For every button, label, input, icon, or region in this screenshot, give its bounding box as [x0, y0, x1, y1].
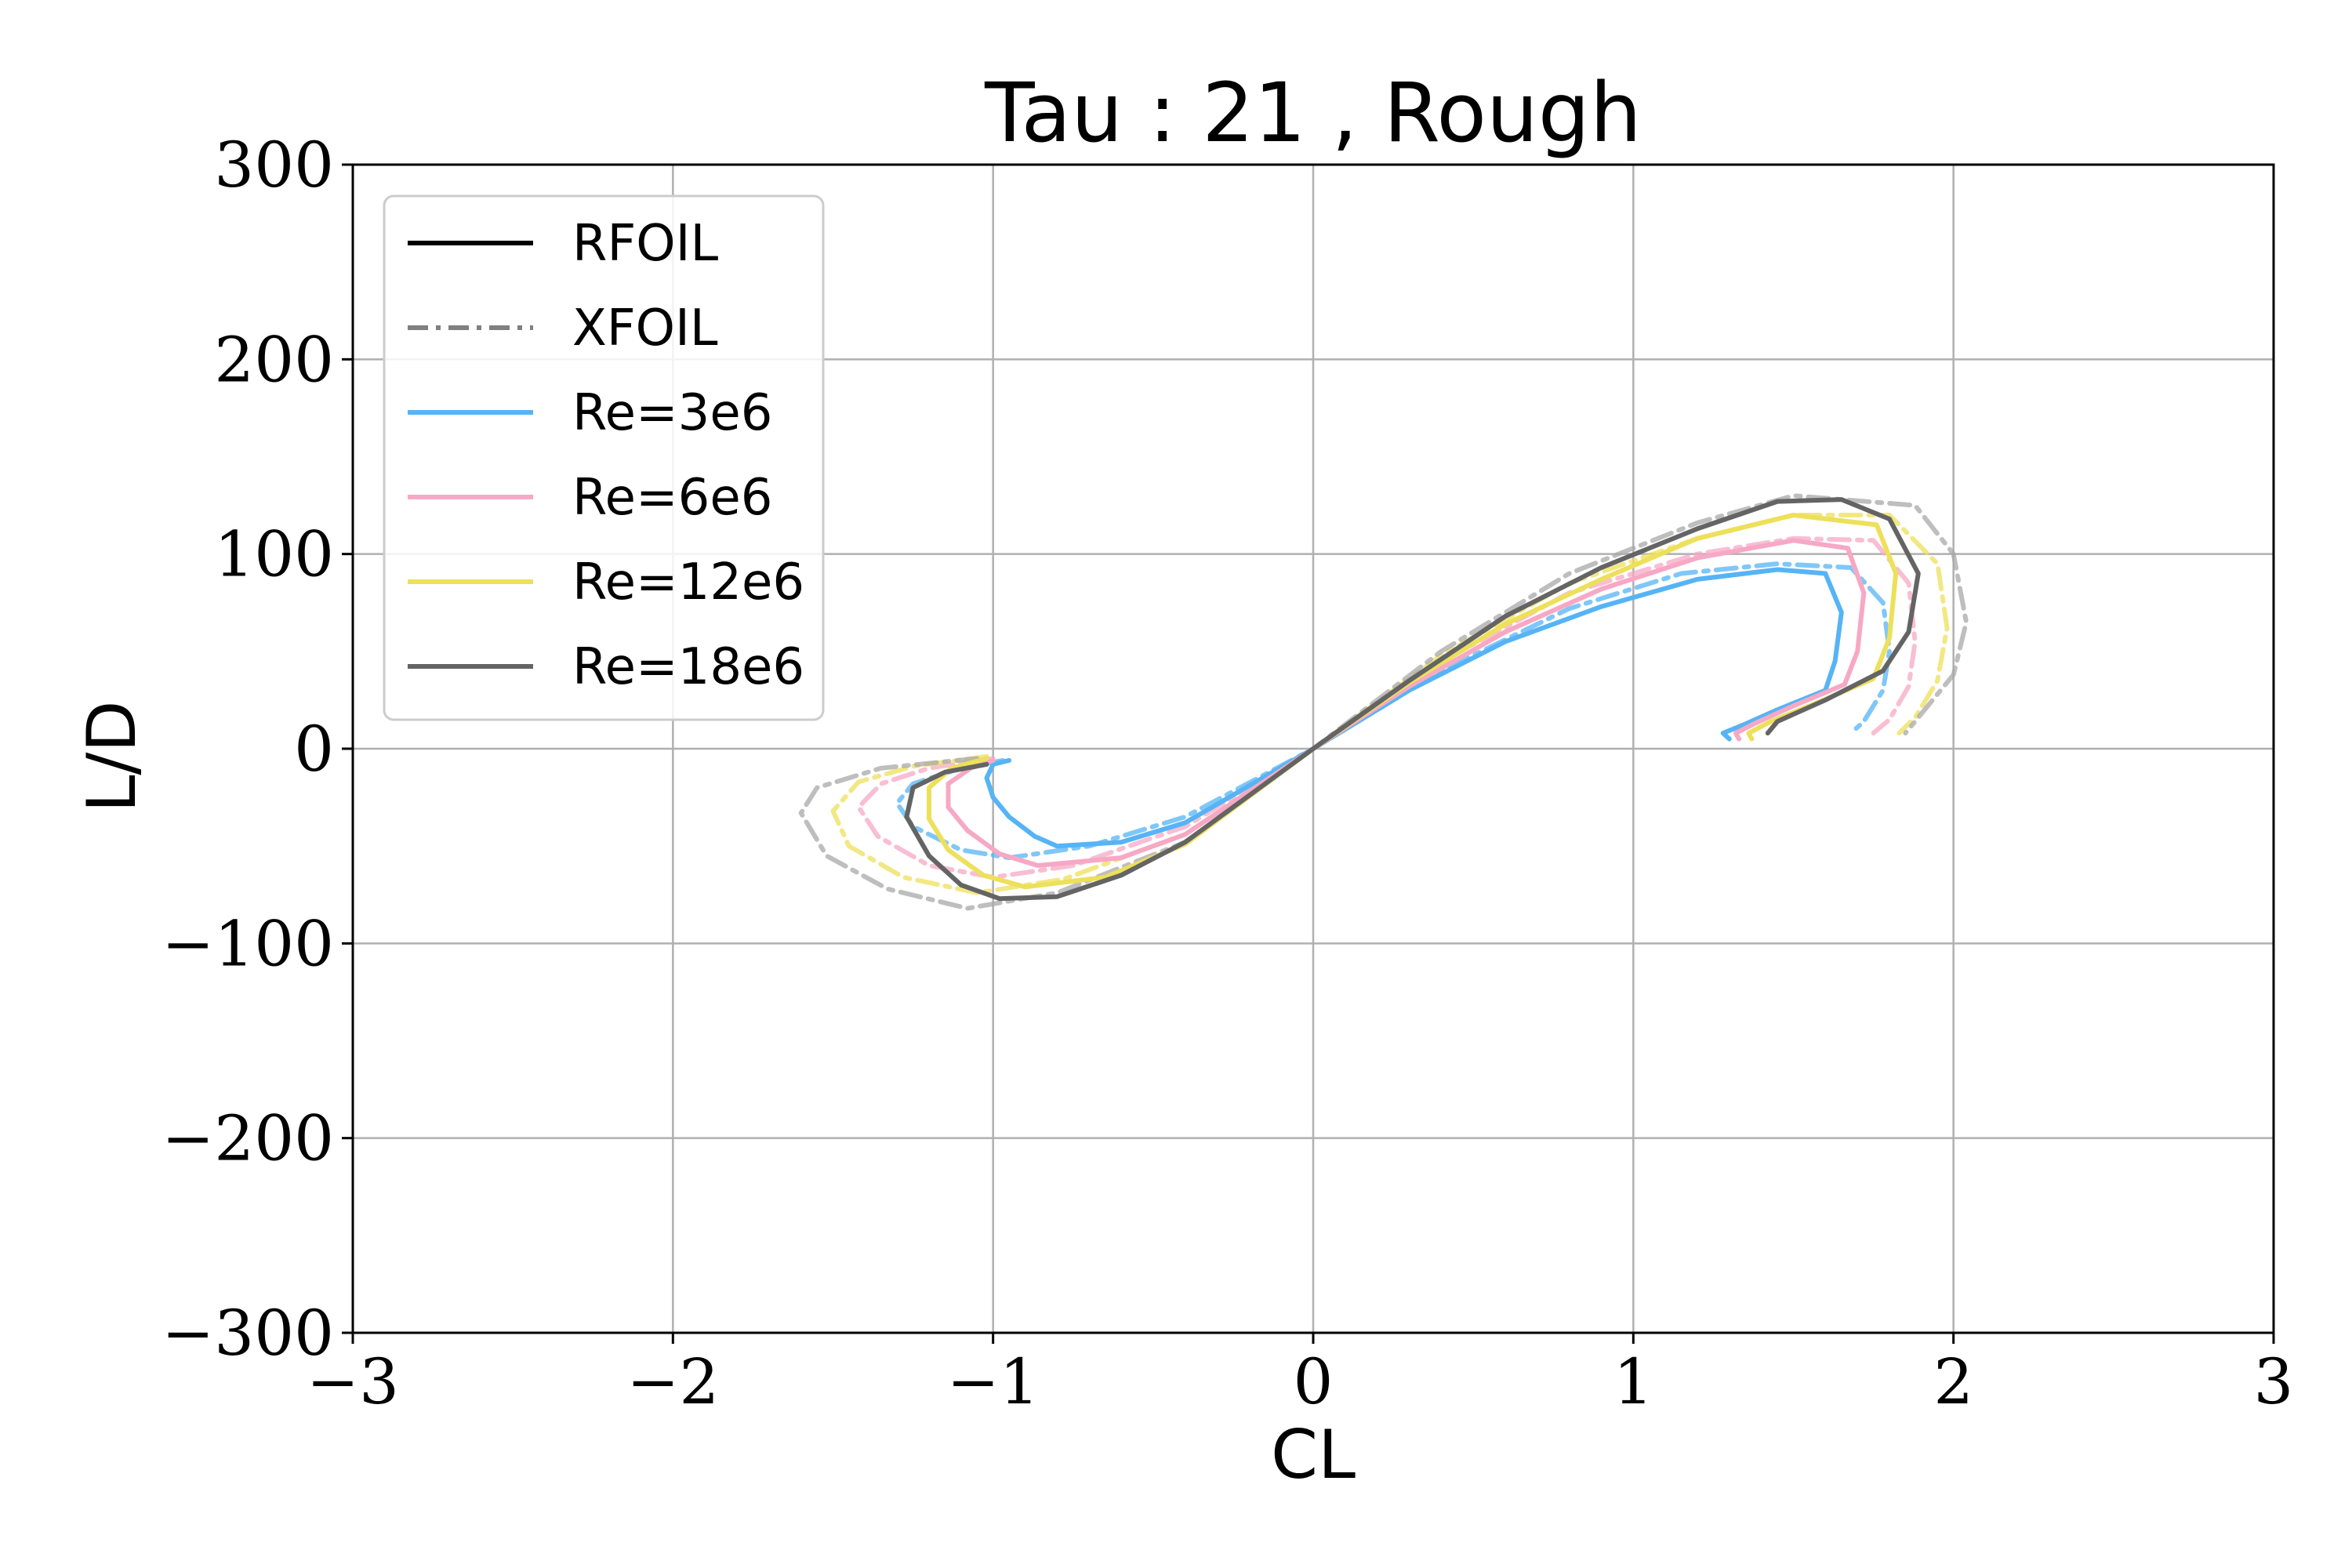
x-tick-label: 0 — [1294, 1345, 1334, 1418]
legend-label: XFOIL — [572, 299, 718, 358]
legend: RFOIL XFOIL Re=3e6 Re=6e6 Re=12e6 Re=18e6 — [383, 194, 825, 721]
y-tick-label: −300 — [162, 1297, 334, 1370]
ticks: −3 −2 −1 0 1 2 3 −300 −200 −100 0 100 200 300 — [162, 129, 2293, 1418]
y-tick-label: 100 — [214, 518, 334, 591]
x-tick-label: −3 — [307, 1345, 399, 1418]
legend-label: Re=12e6 — [572, 554, 804, 612]
y-tick-label: −100 — [162, 907, 334, 980]
legend-label: Re=18e6 — [572, 638, 804, 696]
x-tick-label: −2 — [626, 1345, 719, 1418]
y-axis-label: L/D — [73, 700, 151, 812]
legend-label: Re=3e6 — [572, 384, 772, 442]
y-tick-label: 300 — [214, 129, 334, 201]
y-tick-label: 0 — [294, 713, 334, 786]
x-tick-label: 3 — [2254, 1345, 2294, 1418]
series-line-rfoil-re-18e6 — [904, 497, 1921, 902]
x-tick-label: 2 — [1933, 1345, 1973, 1418]
series-line-rfoil-re-6e6 — [946, 538, 1867, 868]
y-tick-label: 200 — [214, 323, 334, 396]
chart-title: Tau : 21 , Rough — [984, 65, 1642, 161]
series-group — [798, 493, 1969, 911]
series-line-xfoil-re-18e6 — [798, 493, 1969, 911]
legend-label: Re=6e6 — [572, 469, 772, 527]
x-tick-label: −1 — [947, 1345, 1040, 1418]
y-tick-label: −200 — [162, 1102, 334, 1175]
legend-label: RFOIL — [572, 215, 719, 273]
x-tick-label: 1 — [1613, 1345, 1653, 1418]
x-axis-label: CL — [1271, 1416, 1356, 1494]
